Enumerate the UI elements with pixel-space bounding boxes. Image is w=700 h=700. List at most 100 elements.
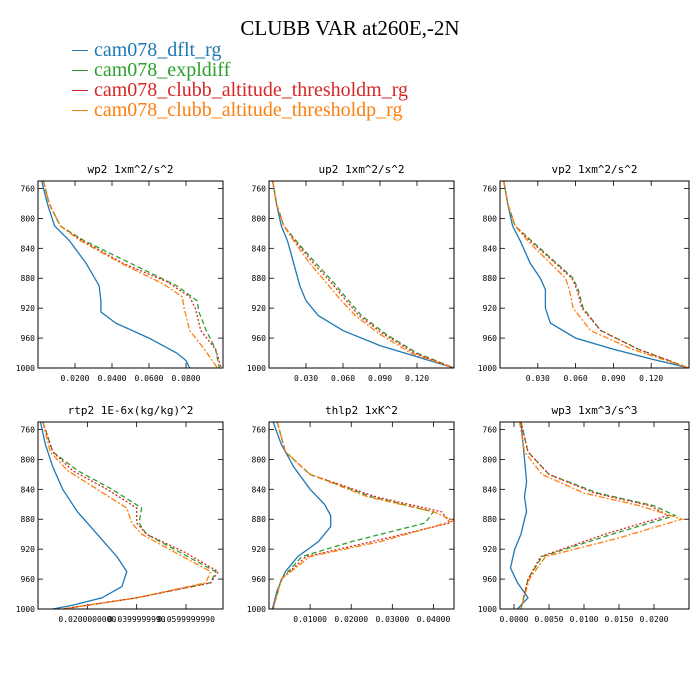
x-tick-label: 0.030 — [526, 374, 550, 383]
y-tick-label: 960 — [21, 575, 36, 584]
subplot-title: wp2 1xm^2/s^2 — [87, 163, 173, 176]
subplot-title: vp2 1xm^2/s^2 — [551, 163, 637, 176]
x-tick-label: 0.0200 — [640, 615, 669, 624]
legend-entry-expldiff: cam078_expldiff — [72, 60, 408, 80]
x-tick-label: 0.0200 — [61, 374, 90, 383]
x-tick-label: 0.0100 — [570, 615, 599, 624]
series-line-4 — [42, 181, 218, 368]
y-tick-label: 760 — [252, 184, 267, 193]
subplot-3: vp2 1xm^2/s^2 760 800 840 880 920 960 1000 0.030… — [478, 163, 690, 383]
x-tick-label: 0.0600 — [135, 374, 164, 383]
subplot-title: up2 1xm^2/s^2 — [318, 163, 404, 176]
series-line-2 — [272, 181, 454, 368]
y-tick-label: 880 — [483, 515, 498, 524]
y-tick-label: 960 — [483, 575, 498, 584]
legend-line-icon — [72, 109, 88, 111]
series-line-1 — [509, 422, 529, 609]
legend-label: cam078_clubb_altitude_thresholdm_rg — [94, 79, 409, 101]
y-tick-label: 960 — [252, 575, 267, 584]
legend-line-icon — [72, 69, 88, 71]
y-tick-label: 840 — [21, 244, 36, 253]
series-line-2 — [520, 422, 677, 609]
y-tick-label: 920 — [252, 304, 267, 313]
y-tick-label: 960 — [252, 334, 267, 343]
series-line-4 — [272, 181, 454, 368]
y-tick-label: 880 — [21, 515, 36, 524]
y-tick-label: 1000 — [16, 364, 35, 373]
x-tick-label: 0.02000 — [334, 615, 368, 624]
y-tick-label: 760 — [252, 425, 267, 434]
y-tick-label: 920 — [483, 545, 498, 554]
legend-label: cam078_expldiff — [94, 59, 231, 81]
subplot-1: wp2 1xm^2/s^2 760 800 840 880 920 960 1000 0.020… — [16, 163, 224, 383]
series-line-4 — [272, 422, 454, 609]
subplot-5: thlp2 1xK^2 760 800 840 880 920 960 1000 0.01000… — [247, 404, 455, 624]
y-tick-label: 1000 — [478, 364, 497, 373]
y-tick-label: 800 — [21, 455, 36, 464]
y-tick-label: 760 — [21, 425, 36, 434]
series-line-4 — [503, 181, 689, 368]
y-tick-label: 880 — [252, 515, 267, 524]
y-tick-label: 840 — [21, 485, 36, 494]
legend-label: cam078_dflt_rg — [94, 39, 222, 61]
series-line-3 — [42, 422, 220, 609]
y-tick-label: 880 — [21, 274, 36, 283]
x-tick-label: 0.090 — [601, 374, 625, 383]
x-tick-label: 0.030 — [294, 374, 318, 383]
subplot-6: wp3 1xm^3/s^3 760 800 840 880 920 960 10000.000… — [478, 404, 690, 624]
x-tick-label: 0.0399999990 — [108, 615, 166, 624]
x-tick-label: 0.03000 — [375, 615, 409, 624]
y-tick-label: 1000 — [247, 364, 266, 373]
y-tick-label: 760 — [483, 425, 498, 434]
x-tick-label: 0.090 — [368, 374, 392, 383]
y-tick-label: 760 — [483, 184, 498, 193]
y-tick-label: 800 — [483, 455, 498, 464]
subplot-title: wp3 1xm^3/s^3 — [551, 404, 637, 417]
y-tick-label: 920 — [21, 545, 36, 554]
y-tick-label: 880 — [252, 274, 267, 283]
x-tick-label: 0.120 — [639, 374, 663, 383]
x-tick-label: 0.0800 — [172, 374, 201, 383]
x-tick-label: 0.0599999990 — [157, 615, 215, 624]
y-tick-label: 800 — [252, 455, 267, 464]
series-line-2 — [42, 181, 220, 368]
y-tick-label: 800 — [483, 214, 498, 223]
y-tick-label: 920 — [252, 545, 267, 554]
y-tick-label: 800 — [252, 214, 267, 223]
y-tick-label: 1000 — [247, 605, 266, 614]
series-line-3 — [520, 422, 670, 609]
legend-entry-thresholdm: cam078_clubb_altitude_thresholdm_rg — [72, 80, 408, 100]
x-tick-label: 0.0150 — [605, 615, 634, 624]
plot-frame — [268, 180, 455, 369]
plot-frame — [37, 180, 224, 369]
x-tick-label: 0.120 — [405, 374, 429, 383]
series-line-4 — [42, 422, 212, 609]
y-tick-label: 800 — [21, 214, 36, 223]
subplot-title: thlp2 1xK^2 — [325, 404, 398, 417]
series-line-3 — [272, 181, 454, 368]
plot-frame — [499, 421, 690, 610]
x-tick-label: 0.0050 — [535, 615, 564, 624]
series-line-1 — [503, 181, 689, 368]
y-tick-label: 1000 — [16, 605, 35, 614]
legend: cam078_dflt_rg cam078_expldiff cam078_cl… — [72, 40, 408, 120]
y-tick-label: 880 — [483, 274, 498, 283]
y-tick-label: 840 — [252, 485, 267, 494]
y-tick-label: 920 — [483, 304, 498, 313]
series-line-1 — [272, 181, 454, 368]
y-tick-label: 960 — [483, 334, 498, 343]
series-line-1 — [271, 422, 332, 609]
series-line-3 — [272, 422, 452, 609]
x-tick-label: 0.060 — [564, 374, 588, 383]
subplot-2: up2 1xm^2/s^2 760 800 840 880 920 960 1000 0.030… — [247, 163, 455, 383]
subplot-4: rtp2 1E-6x(kg/kg)^2 760 800 840 880 920 960 100… — [16, 404, 224, 624]
x-tick-label: 0.04000 — [417, 615, 451, 624]
x-tick-label: 0.0400 — [98, 374, 127, 383]
figure-title: CLUBB VAR at260E,-2N — [240, 16, 460, 40]
series-line-1 — [41, 181, 191, 368]
series-line-2 — [503, 181, 689, 368]
y-tick-label: 840 — [483, 244, 498, 253]
plot-frame — [499, 180, 690, 369]
x-tick-label: 0.0000 — [500, 615, 529, 624]
